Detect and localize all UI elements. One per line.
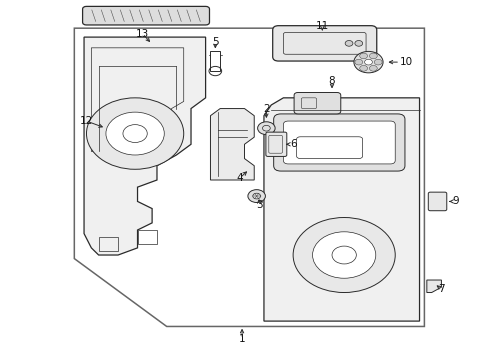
Text: 5: 5 [212, 37, 218, 48]
Polygon shape [84, 37, 205, 255]
Bar [137, 230, 157, 244]
Circle shape [369, 53, 376, 59]
Text: 3: 3 [255, 200, 262, 210]
Circle shape [247, 190, 265, 203]
Circle shape [86, 98, 183, 169]
Circle shape [345, 41, 352, 46]
Circle shape [312, 232, 375, 278]
Text: 13: 13 [136, 28, 149, 39]
Text: 6: 6 [290, 139, 297, 149]
Circle shape [353, 51, 382, 73]
Circle shape [359, 66, 367, 71]
FancyBboxPatch shape [283, 121, 394, 164]
Text: 2: 2 [263, 104, 269, 113]
Circle shape [354, 41, 362, 46]
Text: 11: 11 [315, 21, 328, 31]
Circle shape [373, 59, 381, 65]
Polygon shape [210, 109, 254, 180]
Bar [210, 51, 220, 71]
FancyBboxPatch shape [427, 192, 446, 211]
Circle shape [359, 53, 367, 59]
FancyBboxPatch shape [82, 6, 209, 25]
Polygon shape [264, 98, 419, 321]
Text: 12: 12 [80, 116, 93, 126]
Bar [99, 237, 118, 251]
Polygon shape [426, 280, 441, 293]
FancyBboxPatch shape [265, 132, 286, 157]
FancyBboxPatch shape [273, 114, 404, 171]
FancyBboxPatch shape [272, 26, 376, 61]
Text: 8: 8 [328, 76, 335, 86]
Circle shape [354, 59, 362, 65]
Circle shape [364, 59, 372, 65]
Text: 9: 9 [452, 197, 458, 206]
Circle shape [292, 217, 394, 293]
Text: 10: 10 [399, 57, 412, 67]
Text: 4: 4 [236, 173, 243, 183]
Circle shape [369, 66, 376, 71]
Circle shape [257, 122, 275, 135]
Text: 7: 7 [437, 284, 444, 294]
Text: 1: 1 [238, 334, 245, 344]
FancyBboxPatch shape [293, 93, 340, 114]
Circle shape [106, 112, 164, 155]
